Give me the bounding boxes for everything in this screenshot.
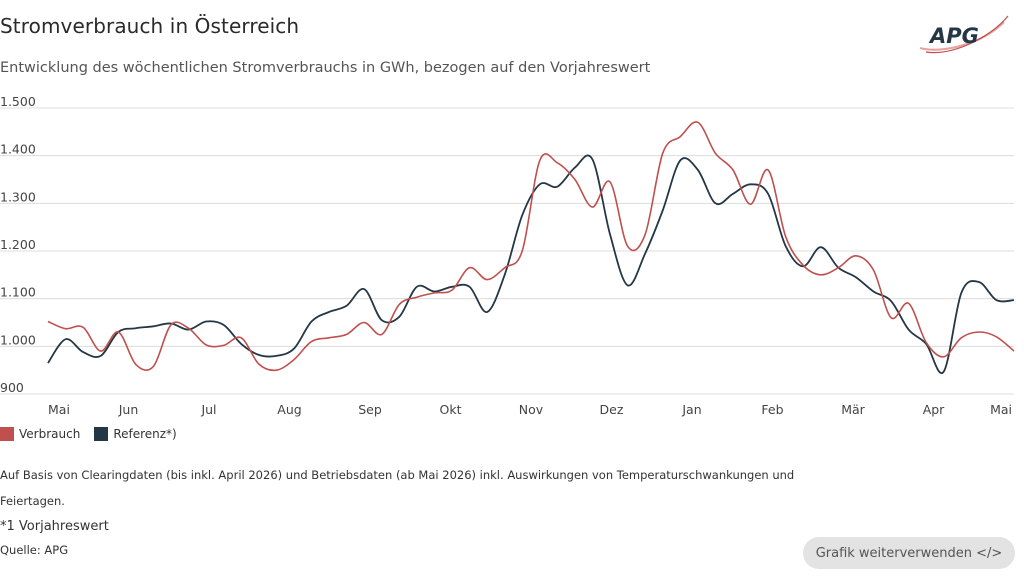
x-tick-label: Mai [990, 402, 1012, 417]
series-lines [47, 121, 1015, 375]
source-note: Quelle: APG [0, 543, 69, 557]
series-line-referenz [47, 154, 1015, 375]
x-tick-label: Okt [440, 402, 462, 417]
y-axis-ticks: 900 1.000 1.100 1.200 1.300 1.400 1.500 [0, 94, 36, 395]
y-tick-label: 1.300 [0, 189, 36, 204]
series-line-verbrauch [47, 121, 1015, 372]
x-tick-label: Jul [200, 402, 216, 417]
chart-subtitle: Entwicklung des wöchentlichen Stromverbr… [0, 60, 651, 76]
x-tick-label: Jan [681, 402, 701, 417]
legend-swatch-verbrauch [0, 427, 14, 441]
logo-text: APG [928, 24, 979, 48]
x-tick-label: Nov [519, 402, 544, 417]
y-tick-label: 1.000 [0, 332, 36, 347]
y-tick-label: 900 [0, 380, 24, 395]
legend-label-verbrauch: Verbrauch [19, 427, 81, 441]
y-tick-label: 1.100 [0, 285, 36, 300]
x-axis-ticks: Mai Jun Jul Aug Sep Okt Nov Dez Jan Feb Mär Apr Mai [48, 402, 1012, 417]
apg-logo: APG [919, 15, 1009, 54]
x-tick-label: Aug [277, 402, 301, 417]
footnote-reference: *1 Vorjahreswert [0, 519, 109, 534]
legend-label-referenz: Referenz*) [113, 427, 177, 441]
x-tick-label: Feb [761, 402, 783, 417]
x-tick-label: Mai [48, 402, 70, 417]
grid-lines [0, 107, 1014, 395]
y-tick-label: 1.500 [0, 94, 36, 109]
reuse-graphic-button[interactable]: Grafik weiterverwenden </> [803, 537, 1015, 569]
legend-swatch-referenz [94, 427, 109, 441]
x-tick-label: Dez [600, 402, 624, 417]
y-tick-label: 1.400 [0, 142, 36, 157]
x-tick-label: Sep [358, 402, 382, 417]
x-tick-label: Mär [841, 402, 865, 417]
line-chart: 900 1.000 1.100 1.200 1.300 1.400 1.500 Mai Jun… [0, 94, 1015, 417]
legend-item-referenz[interactable]: Referenz*) [94, 427, 177, 441]
legend: Verbrauch Referenz*) [0, 427, 191, 441]
legend-item-verbrauch[interactable]: Verbrauch [0, 427, 80, 441]
chart-title: Stromverbrauch in Österreich [0, 14, 300, 38]
x-tick-label: Apr [923, 402, 945, 417]
footnote-clearing: Auf Basis von Clearingdaten (bis inkl. A… [0, 468, 795, 508]
y-tick-label: 1.200 [0, 237, 36, 252]
x-tick-label: Jun [118, 402, 139, 417]
